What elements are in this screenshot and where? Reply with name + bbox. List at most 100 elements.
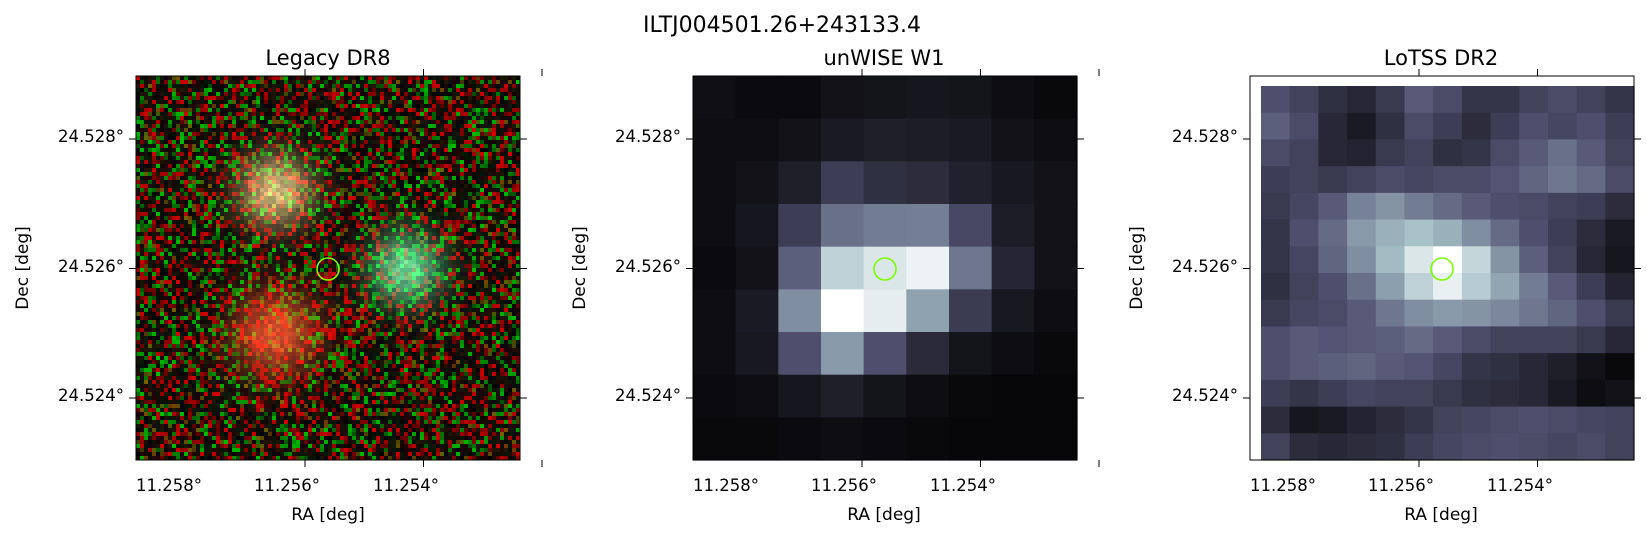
image-pixel: [1375, 326, 1406, 354]
image-pixel: [906, 289, 950, 333]
image-pixel: [1404, 353, 1434, 381]
image-pixel: [1404, 246, 1434, 274]
image-pixel: [1605, 273, 1635, 301]
image-pixel: [735, 76, 779, 120]
image-pixel: [949, 161, 993, 205]
image-pixel: [1347, 406, 1377, 434]
image-pixel: [1034, 332, 1078, 376]
image-pixel: [1034, 76, 1078, 120]
image-pixel: [1433, 166, 1463, 194]
image-pixel: [1461, 326, 1492, 354]
image-pixel: [1519, 219, 1549, 247]
x-tick-label: 11.258°: [693, 476, 759, 495]
image-pixel: [906, 76, 950, 120]
image-pixel: [1519, 353, 1549, 381]
image-pixel: [778, 289, 822, 333]
image-pixel: [1347, 379, 1377, 408]
panel-legacy: Legacy DR8 11.258° 11.256° 11.254° 24.52…: [13, 46, 543, 525]
image-pixel: [1347, 246, 1377, 274]
image-pixel: [1375, 112, 1406, 141]
x-tick-label: 11.256°: [254, 476, 320, 495]
image-pixel: [1347, 112, 1377, 141]
image-pixel: [906, 204, 950, 248]
image-pixel: [1519, 246, 1549, 274]
y-axis-label: Dec [deg]: [13, 226, 33, 310]
image-pixel: [1261, 273, 1291, 301]
x-tick-label: 11.254°: [373, 476, 439, 495]
image-pixel: [1318, 299, 1348, 328]
image-pixel: [1261, 326, 1291, 354]
image-pixel: [1318, 112, 1348, 141]
image-pixel: [1318, 139, 1348, 167]
image-pixel: [1461, 246, 1492, 274]
panel-image: [136, 76, 521, 461]
image-pixel: [906, 374, 950, 418]
image-pixel: [991, 76, 1035, 120]
image-pixel: [991, 289, 1035, 333]
image-pixel: [1318, 433, 1348, 461]
image-pixel: [1375, 166, 1406, 194]
image-pixel: [1547, 166, 1578, 194]
image-pixel: [1461, 353, 1492, 381]
image-pixel: [1261, 192, 1291, 221]
image-pixel: [1034, 417, 1078, 461]
image-pixel: [1261, 379, 1291, 408]
image-pixel: [1261, 219, 1291, 247]
image-pixel: [949, 417, 993, 461]
image-pixel: [1461, 192, 1492, 221]
image-pixel: [949, 204, 993, 248]
image-pixel: [1490, 86, 1520, 114]
image-pixel: [1519, 86, 1549, 114]
image-pixel: [1404, 406, 1434, 434]
image-pixel: [693, 374, 737, 418]
image-pixel: [863, 332, 907, 376]
image-pixel: [1547, 406, 1578, 434]
image-pixel: [863, 246, 907, 290]
image-pixel: [991, 374, 1035, 418]
image-pixel: [1261, 246, 1291, 274]
image-pixel: [1318, 379, 1348, 408]
image-pixel: [1404, 166, 1434, 194]
image-pixel: [1404, 433, 1434, 461]
image-pixel: [1461, 139, 1492, 167]
image-pixel: [1034, 289, 1078, 333]
image-pixel: [735, 289, 779, 333]
image-pixel: [949, 76, 993, 120]
image-pixel: [1375, 246, 1406, 274]
image-pixel: [693, 332, 737, 376]
image-pixel: [821, 374, 865, 418]
image-pixel: [1461, 219, 1492, 247]
image-pixel: [1547, 139, 1578, 167]
image-pixel: [778, 76, 822, 120]
image-pixel: [1404, 379, 1434, 408]
image-pixel: [1547, 273, 1578, 301]
image-pixel: [778, 246, 822, 290]
image-pixel: [906, 417, 950, 461]
target-marker: [1430, 257, 1454, 281]
image-pixel: [821, 332, 865, 376]
image-pixel: [1547, 379, 1578, 408]
target-marker: [316, 257, 340, 281]
image-pixel: [1261, 166, 1291, 194]
y-tick-label: 24.528°: [615, 127, 681, 146]
image-pixel: [1490, 433, 1520, 461]
image-pixel: [863, 417, 907, 461]
image-pixel: [1433, 86, 1463, 114]
image-pixel: [1318, 166, 1348, 194]
x-tick-label: 11.256°: [811, 476, 877, 495]
image-pixel: [1375, 433, 1406, 461]
image-pixel: [1519, 299, 1549, 328]
image-pixel: [1318, 406, 1348, 434]
image-pixel: [1375, 139, 1406, 167]
image-pixel: [1461, 299, 1492, 328]
image-pixel: [1461, 379, 1492, 408]
image-pixel: [735, 374, 779, 418]
image-pixel: [1261, 406, 1291, 434]
image-pixel: [1433, 433, 1463, 461]
image-pixel: [1605, 433, 1635, 461]
image-pixel: [1261, 86, 1291, 114]
image-pixel: [735, 204, 779, 248]
image-pixel: [863, 204, 907, 248]
image-pixel: [1433, 326, 1463, 354]
image-pixel: [949, 118, 993, 162]
